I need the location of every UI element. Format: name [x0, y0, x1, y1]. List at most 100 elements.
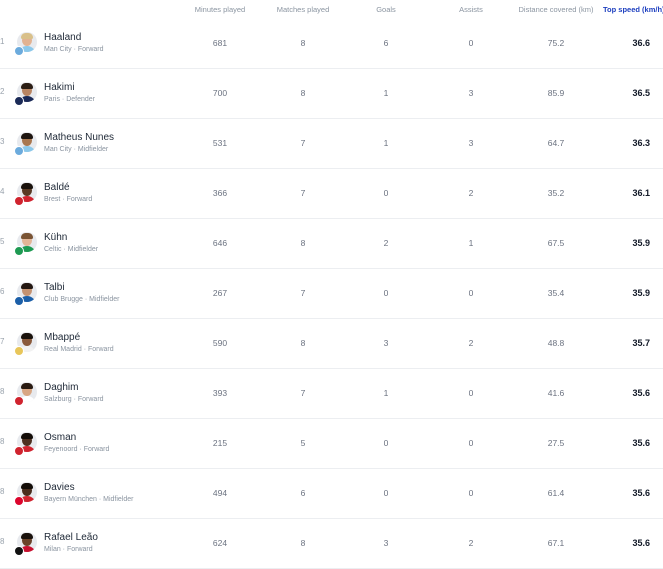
table-row[interactable]: 8 Rafael Leão Milan · Forward 624 8 3 2 67.1 35.…	[0, 518, 663, 569]
avatar-shirt	[18, 346, 36, 352]
cell-minutes-played: 366	[212, 188, 228, 198]
cell-distance-covered: 75.2	[547, 38, 565, 48]
avatar-hair	[21, 33, 33, 39]
header-assists[interactable]: Assists	[459, 5, 483, 14]
separator: ·	[71, 146, 78, 153]
cell-top-speed: 35.6	[632, 538, 650, 548]
player-name[interactable]: Matheus Nunes	[44, 132, 115, 143]
player-club-position: Bayern München · Midfielder	[44, 496, 134, 503]
player-position: Forward	[66, 196, 93, 203]
cell-minutes-played: 531	[212, 138, 228, 148]
player-name[interactable]: Daghim	[44, 382, 79, 393]
rank-number: 8	[0, 387, 5, 396]
header-matches-played[interactable]: Matches played	[276, 5, 330, 14]
table-row[interactable]: 5 Kühn Celtic · Midfielder 646 8 2 1 67.5 35.9	[0, 218, 663, 269]
player-club-position: Man City · Midfielder	[44, 146, 108, 153]
avatar-hair	[21, 133, 33, 139]
header-goals[interactable]: Goals	[376, 5, 396, 14]
separator: ·	[59, 96, 67, 103]
avatar-face	[22, 535, 32, 546]
cell-goals: 3	[383, 538, 389, 548]
table-row[interactable]: 2 Hakimi Paris · Defender 700 8 1 3 85.9 36.5	[0, 68, 663, 119]
separator: ·	[77, 446, 84, 453]
player-club-position: Celtic · Midfielder	[44, 246, 98, 253]
separator: ·	[60, 546, 67, 553]
cell-matches-played: 5	[300, 438, 306, 448]
separator: ·	[96, 496, 104, 503]
cell-distance-covered: 85.9	[547, 88, 565, 98]
player-name[interactable]: Baldé	[44, 182, 70, 193]
avatar-hair	[21, 83, 33, 89]
cell-goals: 1	[383, 388, 389, 398]
player-club: Bayern München	[44, 496, 97, 503]
separator: ·	[81, 346, 88, 353]
player-club: Milan	[44, 546, 61, 553]
table-row[interactable]: 3 Matheus Nunes Man City · Midfielder 531 7 1…	[0, 118, 663, 169]
cell-minutes-played: 393	[212, 388, 228, 398]
avatar-hair	[21, 383, 33, 389]
rank-number: 8	[0, 537, 5, 546]
player-name[interactable]: Kühn	[44, 232, 68, 243]
cell-minutes-played: 590	[212, 338, 228, 348]
avatar-shirt	[18, 96, 36, 102]
cell-distance-covered: 61.4	[547, 488, 565, 498]
player-name[interactable]: Rafael Leão	[44, 532, 98, 543]
avatar-shirt	[18, 296, 36, 302]
cell-matches-played: 8	[300, 38, 306, 48]
cell-matches-played: 6	[300, 488, 306, 498]
rank-number: 8	[0, 437, 5, 446]
player-position: Midfielder	[67, 246, 99, 253]
club-badge-icon	[14, 496, 24, 506]
player-club-position: Man City · Forward	[44, 46, 104, 53]
cell-assists: 0	[468, 388, 474, 398]
table-row[interactable]: 8 Daghim Salzburg · Forward 393 7 1 0 41.6 35.6	[0, 368, 663, 419]
player-position: Forward	[83, 446, 110, 453]
club-badge-icon	[14, 546, 24, 556]
avatar-shirt	[18, 46, 36, 52]
player-name[interactable]: Osman	[44, 432, 77, 443]
header-distance-covered[interactable]: Distance covered (km)	[518, 5, 594, 14]
table-row[interactable]: 8 Osman Feyenoord · Forward 215 5 0 0 27.5 35.6	[0, 418, 663, 469]
club-badge-icon	[14, 296, 24, 306]
avatar-shirt	[18, 496, 36, 502]
avatar-face	[22, 335, 32, 346]
header-top-speed[interactable]: Top speed (km/h)	[603, 5, 663, 14]
cell-top-speed: 35.9	[632, 288, 650, 298]
player-name[interactable]: Davies	[44, 482, 75, 493]
separator: ·	[61, 246, 68, 253]
table-row[interactable]: 1 Haaland Man City · Forward 681 8 6 0 75.2 36.6	[0, 18, 663, 69]
cell-goals: 0	[383, 438, 389, 448]
cell-matches-played: 8	[300, 88, 306, 98]
avatar-face	[22, 35, 32, 46]
club-badge-icon	[14, 146, 24, 156]
avatar-face	[22, 285, 32, 296]
cell-distance-covered: 27.5	[547, 438, 565, 448]
cell-top-speed: 36.5	[632, 88, 650, 98]
cell-distance-covered: 67.1	[547, 538, 565, 548]
header-minutes-played[interactable]: Minutes played	[194, 5, 246, 14]
cell-matches-played: 8	[300, 238, 306, 248]
table-row[interactable]: 4 Baldé Brest · Forward 366 7 0 2 35.2 36.1	[0, 168, 663, 219]
rank-number: 5	[0, 237, 5, 246]
rank-number: 7	[0, 337, 5, 346]
table-row[interactable]: 7 Mbappé Real Madrid · Forward 590 8 3 2 48.8 35…	[0, 318, 663, 369]
avatar-hair	[21, 283, 33, 289]
avatar-hair	[21, 483, 33, 489]
player-club: Man City	[44, 146, 72, 153]
cell-top-speed: 36.3	[632, 138, 650, 148]
club-badge-icon	[14, 46, 24, 56]
player-name[interactable]: Talbi	[44, 282, 65, 293]
player-club: Paris	[44, 96, 60, 103]
player-name[interactable]: Hakimi	[44, 82, 75, 93]
player-name[interactable]: Mbappé	[44, 332, 81, 343]
player-name[interactable]: Haaland	[44, 32, 82, 43]
avatar-face	[22, 85, 32, 96]
cell-assists: 2	[468, 538, 474, 548]
club-badge-icon	[14, 196, 24, 206]
table-row[interactable]: 8 Davies Bayern München · Midfielder 494 6 0 0…	[0, 468, 663, 519]
cell-assists: 2	[468, 188, 474, 198]
table-row[interactable]: 6 Talbi Club Brugge · Midfielder 267 7 0 0 35.4…	[0, 268, 663, 319]
cell-goals: 2	[383, 238, 389, 248]
cell-assists: 0	[468, 488, 474, 498]
player-position: Defender	[66, 96, 95, 103]
